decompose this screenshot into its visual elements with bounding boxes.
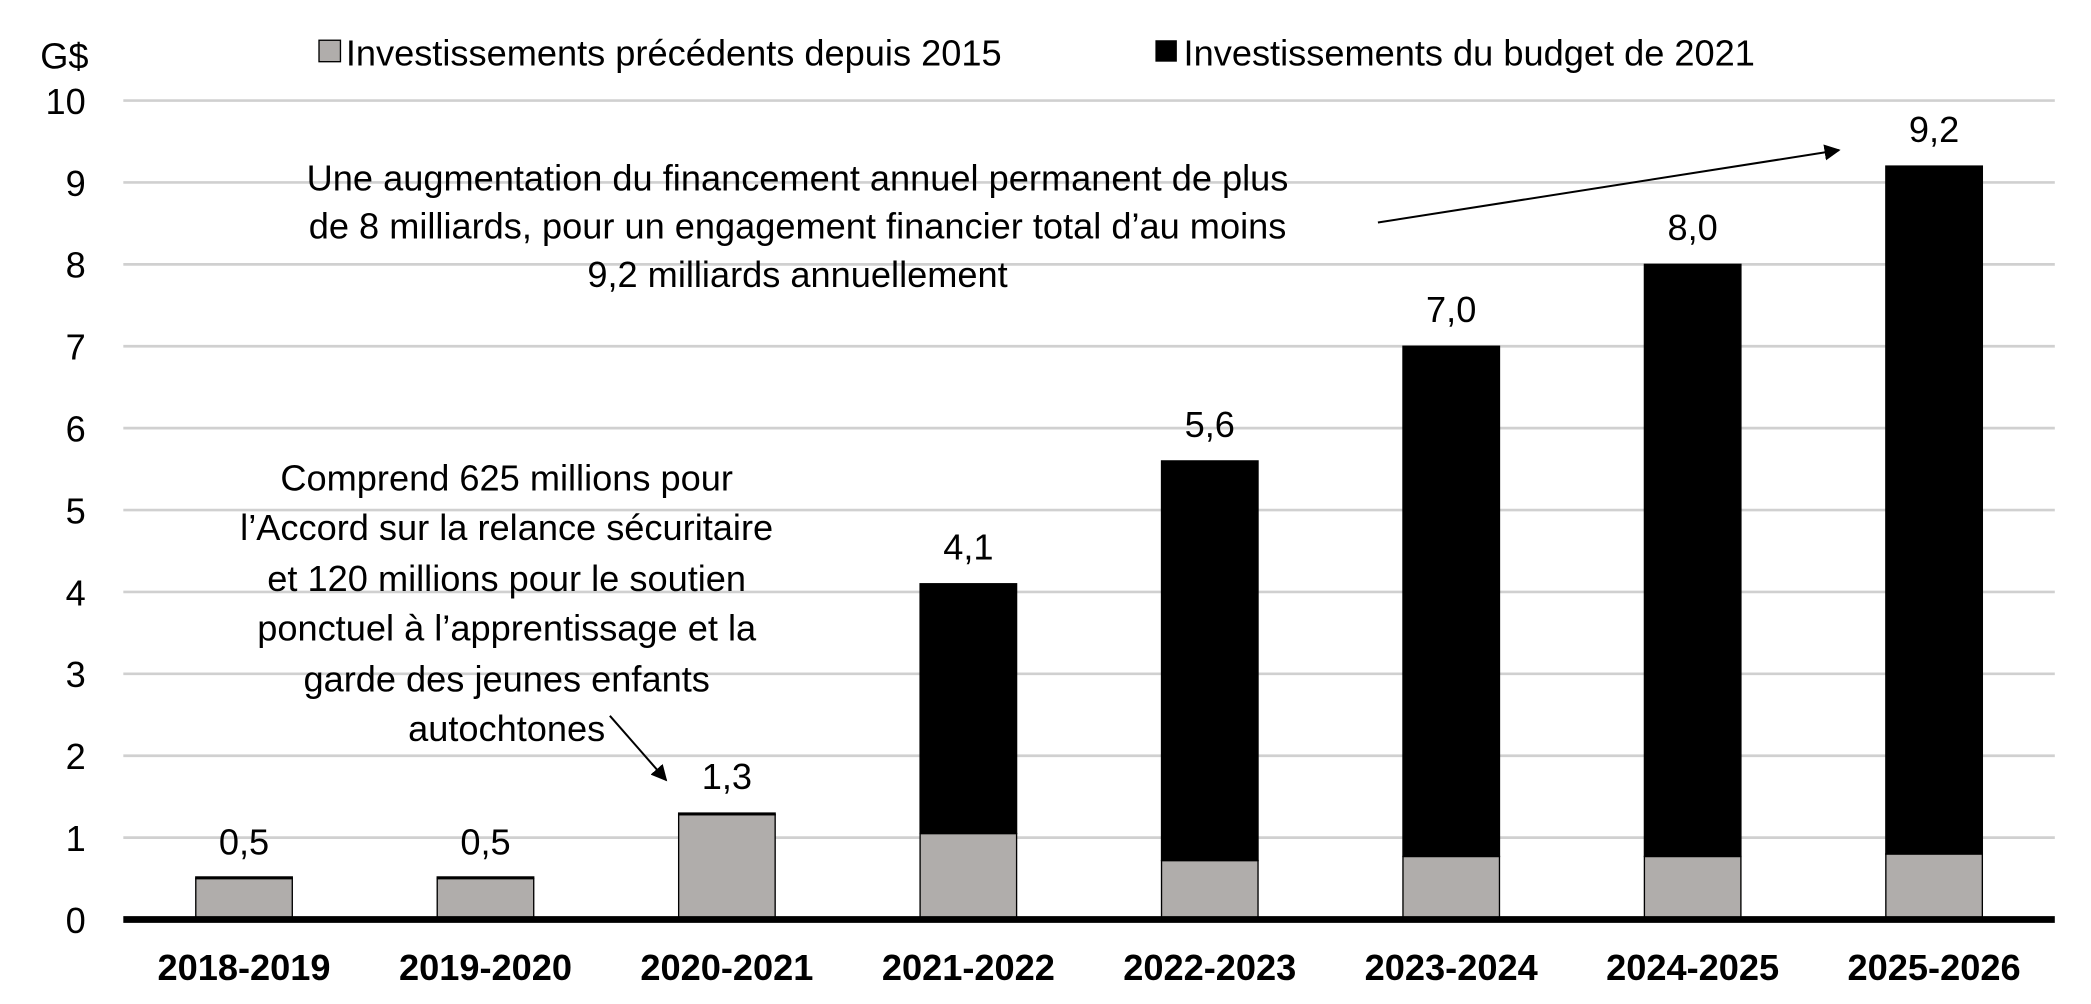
bar-segment-budget2021 [1643, 263, 1742, 858]
annotation-permanent-increase: Une augmentation du financement annuel p… [307, 144, 1841, 295]
bar-segment-previous [1402, 855, 1501, 921]
y-axis-label: G$ [40, 35, 88, 76]
y-tick-label: 3 [66, 654, 86, 695]
y-tick-label: 6 [66, 409, 86, 450]
bar-segment-previous [195, 877, 293, 921]
bar-segment-budget2021 [1402, 345, 1501, 858]
value-label: 4,1 [943, 527, 993, 568]
x-tick-label: 2019-2020 [399, 947, 572, 988]
bar-segment-previous [919, 832, 1018, 921]
bar-segment-previous [677, 814, 776, 921]
y-tick-label: 4 [66, 572, 86, 613]
y-tick-label: 10 [46, 81, 86, 122]
y-tick-labels: 0 1 2 3 4 5 6 7 8 9 10 [46, 81, 86, 941]
y-tick-label: 2 [66, 736, 86, 777]
x-tick-label: 2020-2021 [640, 947, 813, 988]
annotation-line: Une augmentation du financement annuel p… [307, 157, 1289, 198]
legend: Investissements précédents depuis 2015 I… [318, 33, 1755, 74]
annotation-line: l’Accord sur la relance sécuritaire [240, 507, 773, 548]
x-tick-label: 2021-2022 [882, 947, 1055, 988]
bar-segment-previous [436, 877, 535, 921]
bar-segment-budget2021 [195, 876, 293, 880]
y-tick-label: 1 [66, 818, 86, 859]
value-label: 5,6 [1185, 404, 1235, 445]
annotation-line: autochtones [408, 708, 605, 749]
y-tick-label: 5 [66, 490, 86, 531]
x-tick-label: 2024-2025 [1606, 947, 1779, 988]
annotation-line: Comprend 625 millions pour [280, 458, 733, 499]
x-tick-labels: 2018-2019 2019-2020 2020-2021 2021-2022 2022… [158, 947, 2021, 988]
legend-label-previous: Investissements précédents depuis 2015 [346, 33, 1002, 74]
annotation-line: ponctuel à l’apprentissage et la [257, 608, 757, 649]
annotation-line: 9,2 milliards annuellement [587, 254, 1007, 295]
gridlines [123, 99, 2055, 839]
annotation-arrow [1377, 144, 1841, 224]
annotation-2020-2021: Comprend 625 millions pour l’Accord sur … [240, 458, 773, 782]
annotation-line: et 120 millions pour le soutien [267, 558, 746, 599]
value-label: 9,2 [1909, 109, 1959, 150]
x-tick-label: 2023-2024 [1365, 947, 1538, 988]
y-tick-label: 9 [66, 163, 86, 204]
bar-segment-previous [1643, 855, 1742, 921]
bar-segment-budget2021 [1885, 165, 1984, 855]
bar-segment-previous [1160, 859, 1259, 921]
bar-segment-previous [1885, 853, 1984, 921]
x-tick-label: 2022-2023 [1123, 947, 1296, 988]
x-tick-label: 2025-2026 [1848, 947, 2021, 988]
legend-swatch-budget2021 [1155, 40, 1177, 62]
bar-segment-budget2021 [919, 583, 1018, 835]
value-label: 8,0 [1667, 207, 1717, 248]
value-label: 7,0 [1426, 289, 1476, 330]
legend-label-budget2021: Investissements du budget de 2021 [1184, 33, 1755, 74]
bar-segment-budget2021 [677, 812, 776, 816]
annotation-line: de 8 milliards, pour un engagement finan… [309, 206, 1287, 247]
value-labels: 0,5 0,5 1,3 4,1 5,6 7,0 8,0 9,2 [219, 109, 1959, 863]
x-tick-label: 2018-2019 [158, 947, 331, 988]
value-label: 1,3 [702, 756, 752, 797]
annotation-line: garde des jeunes enfants [303, 659, 709, 700]
legend-swatch-previous [318, 39, 342, 63]
y-tick-label: 0 [66, 900, 86, 941]
bars [195, 165, 1984, 921]
annotation-arrow [609, 715, 668, 782]
bar-segment-budget2021 [1160, 460, 1259, 862]
y-tick-label: 7 [66, 327, 86, 368]
bar-segment-budget2021 [436, 876, 535, 880]
value-label: 0,5 [460, 821, 510, 862]
y-tick-label: 8 [66, 245, 86, 286]
value-label: 0,5 [219, 821, 269, 862]
